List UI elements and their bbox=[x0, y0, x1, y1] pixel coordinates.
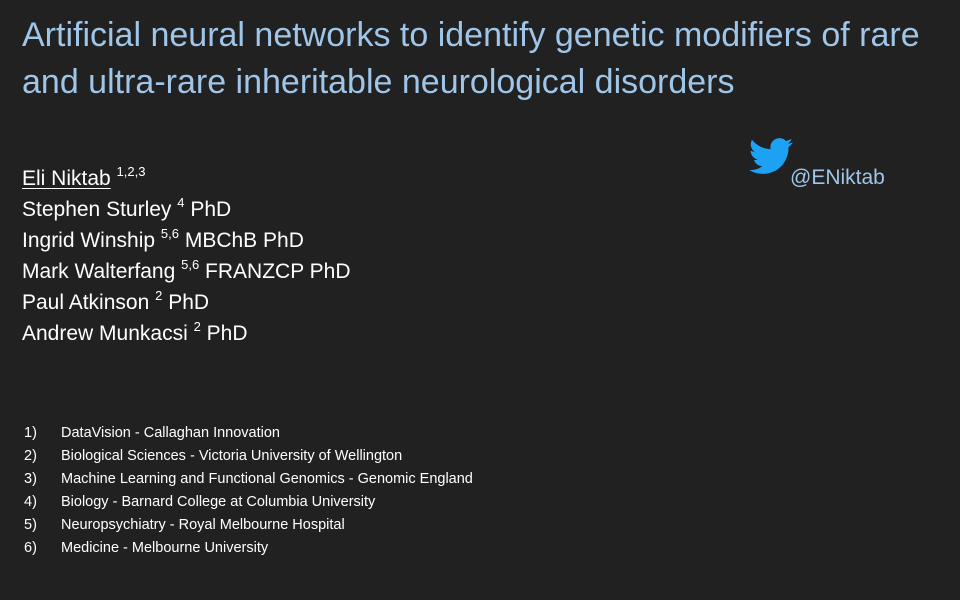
author-name: Stephen Sturley bbox=[22, 198, 172, 221]
affiliation-text: DataVision - Callaghan Innovation bbox=[61, 425, 280, 441]
author-affiliation-marker: 5,6 bbox=[181, 257, 200, 272]
author-line: Eli Niktab 1,2,3 bbox=[22, 164, 351, 195]
author-name: Eli Niktab bbox=[22, 167, 111, 190]
author-credentials: MBChB PhD bbox=[184, 229, 304, 252]
affiliation-number: 5) bbox=[24, 517, 37, 533]
author-list: Eli Niktab 1,2,3 Stephen Sturley 4 PhD I… bbox=[22, 164, 351, 350]
author-name: Ingrid Winship bbox=[22, 229, 156, 252]
author-affiliation-marker: 2 bbox=[193, 319, 201, 334]
twitter-handle: @ENiktab bbox=[790, 166, 885, 189]
affiliation-text: Medicine - Melbourne University bbox=[61, 540, 269, 556]
twitter-bird-icon bbox=[749, 138, 793, 174]
affiliation-item: 3) Machine Learning and Functional Genom… bbox=[24, 468, 473, 491]
affiliation-item: 2) Biological Sciences - Victoria Univer… bbox=[24, 445, 473, 468]
author-credentials: PhD bbox=[168, 291, 210, 314]
affiliation-number: 1) bbox=[24, 425, 37, 441]
affiliation-item: 6) Medicine - Melbourne University bbox=[24, 537, 473, 560]
author-credentials: PhD bbox=[190, 198, 232, 221]
affiliation-list: 1) DataVision - Callaghan Innovation 2) … bbox=[24, 422, 473, 560]
affiliation-number: 6) bbox=[24, 540, 37, 556]
author-line: Paul Atkinson 2 PhD bbox=[22, 288, 351, 319]
affiliation-item: 4) Biology - Barnard College at Columbia… bbox=[24, 491, 473, 514]
author-name: Andrew Munkacsi bbox=[22, 322, 188, 345]
author-line: Stephen Sturley 4 PhD bbox=[22, 195, 351, 226]
affiliation-text: Biology - Barnard College at Columbia Un… bbox=[61, 494, 376, 510]
affiliation-number: 2) bbox=[24, 448, 37, 464]
author-line: Andrew Munkacsi 2 PhD bbox=[22, 319, 351, 350]
affiliation-item: 1) DataVision - Callaghan Innovation bbox=[24, 422, 473, 445]
slide-title: Artificial neural networks to identify g… bbox=[22, 16, 920, 101]
affiliation-text: Neuropsychiatry - Royal Melbourne Hospit… bbox=[61, 517, 345, 533]
affiliation-number: 4) bbox=[24, 494, 37, 510]
author-name: Paul Atkinson bbox=[22, 291, 150, 314]
twitter-handle-block: @ENiktab bbox=[746, 134, 885, 190]
author-line: Mark Walterfang 5,6 FRANZCP PhD bbox=[22, 257, 351, 288]
affiliation-number: 3) bbox=[24, 471, 37, 487]
affiliation-text: Biological Sciences - Victoria Universit… bbox=[61, 448, 403, 464]
affiliation-item: 5) Neuropsychiatry - Royal Melbourne Hos… bbox=[24, 514, 473, 537]
author-line: Ingrid Winship 5,6 MBChB PhD bbox=[22, 226, 351, 257]
author-affiliation-marker: 1,2,3 bbox=[116, 164, 146, 179]
author-affiliation-marker: 5,6 bbox=[160, 226, 179, 241]
author-name: Mark Walterfang bbox=[22, 260, 176, 283]
author-credentials: FRANZCP PhD bbox=[205, 260, 351, 283]
affiliation-text: Machine Learning and Functional Genomics… bbox=[61, 471, 473, 487]
author-affiliation-marker: 2 bbox=[155, 288, 163, 303]
author-affiliation-marker: 4 bbox=[177, 195, 185, 210]
author-credentials: PhD bbox=[206, 322, 248, 345]
